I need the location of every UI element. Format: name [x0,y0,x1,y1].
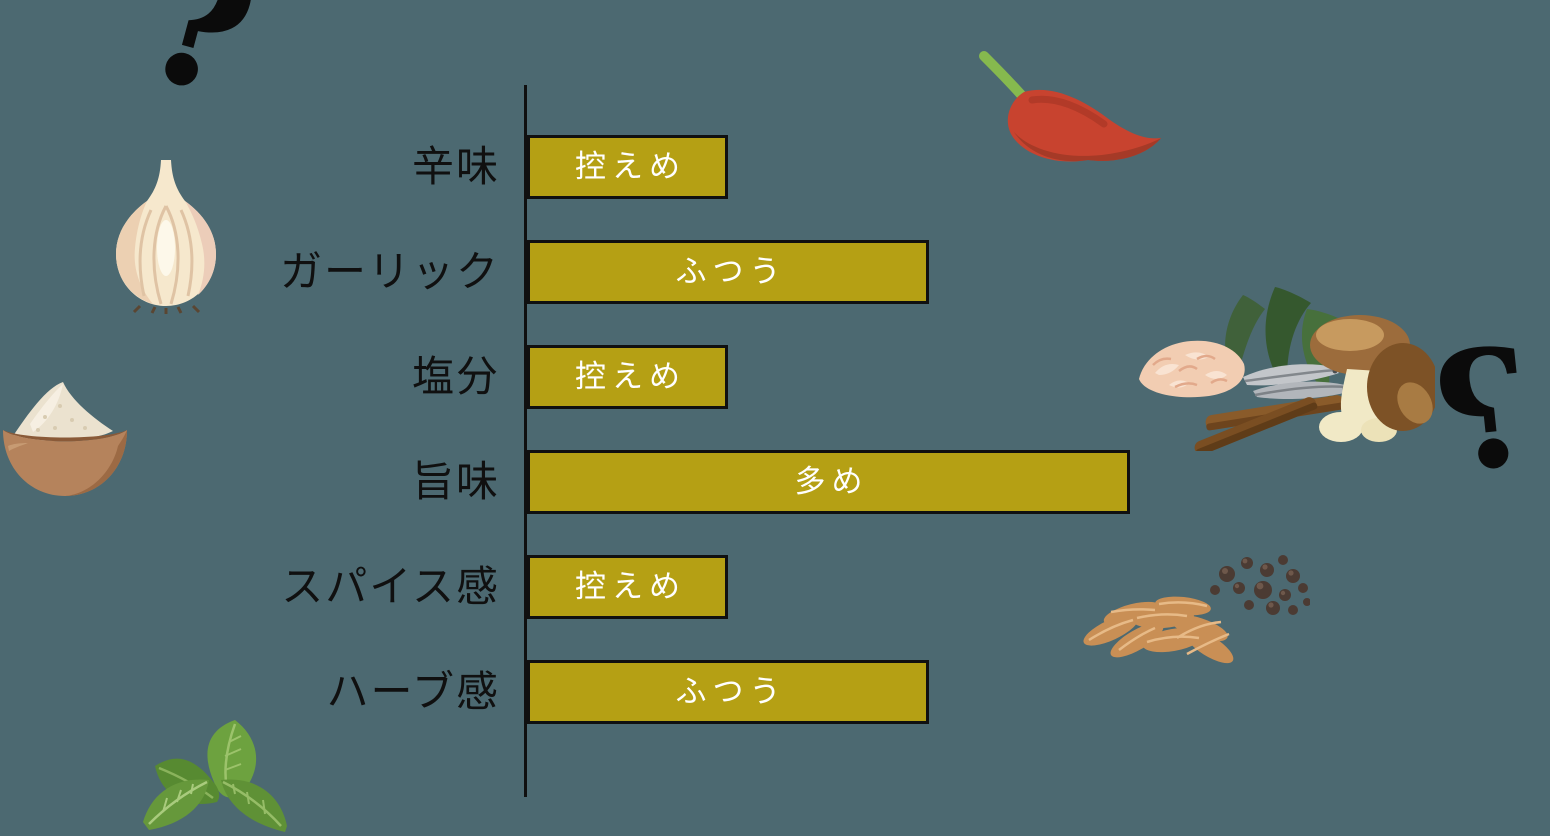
salt-bowl-icon [3,382,127,496]
spices-icon [1083,555,1310,664]
bar: 控えめ [527,555,728,619]
basil-leaves-icon [143,720,287,832]
bar-row: ガーリック ふつう [0,240,1550,304]
bar: ふつう [527,240,929,304]
category-label: 塩分 [411,352,500,401]
dashi-ingredients-icon [1139,287,1435,451]
bar-value-label: 控えめ [575,568,686,605]
bar-row: 辛味 控えめ [0,135,1550,199]
bar-value-label: ふつう [675,673,787,710]
category-label: ハーブ感 [326,667,500,716]
bar: ふつう [527,660,929,724]
bar: 控えめ [527,345,728,409]
bar-value-label: 多め [794,463,869,500]
category-label: ガーリック [279,247,500,296]
category-label: 旨味 [411,457,500,506]
question-mark-icon: ? [1426,311,1541,511]
category-label: 辛味 [411,142,500,191]
category-label: スパイス感 [281,562,500,611]
bar: 控えめ [527,135,728,199]
bar-value-label: ふつう [675,253,787,290]
bar-row: 塩分 控えめ [0,345,1550,409]
question-mark-icon: ? [123,0,276,138]
bar-row: ハーブ感 ふつう [0,660,1550,724]
bar-value-label: 控えめ [575,358,686,395]
bar-row: スパイス感 控えめ [0,555,1550,619]
bar-row: 旨味 多め [0,450,1550,514]
cumin-seeds [1083,596,1234,664]
garlic-icon [116,160,216,314]
chili-pepper-icon [979,51,1161,162]
bar-value-label: 控えめ [575,148,686,185]
bar: 多め [527,450,1130,514]
chart-y-axis [524,85,527,797]
peppercorns [1210,555,1310,615]
